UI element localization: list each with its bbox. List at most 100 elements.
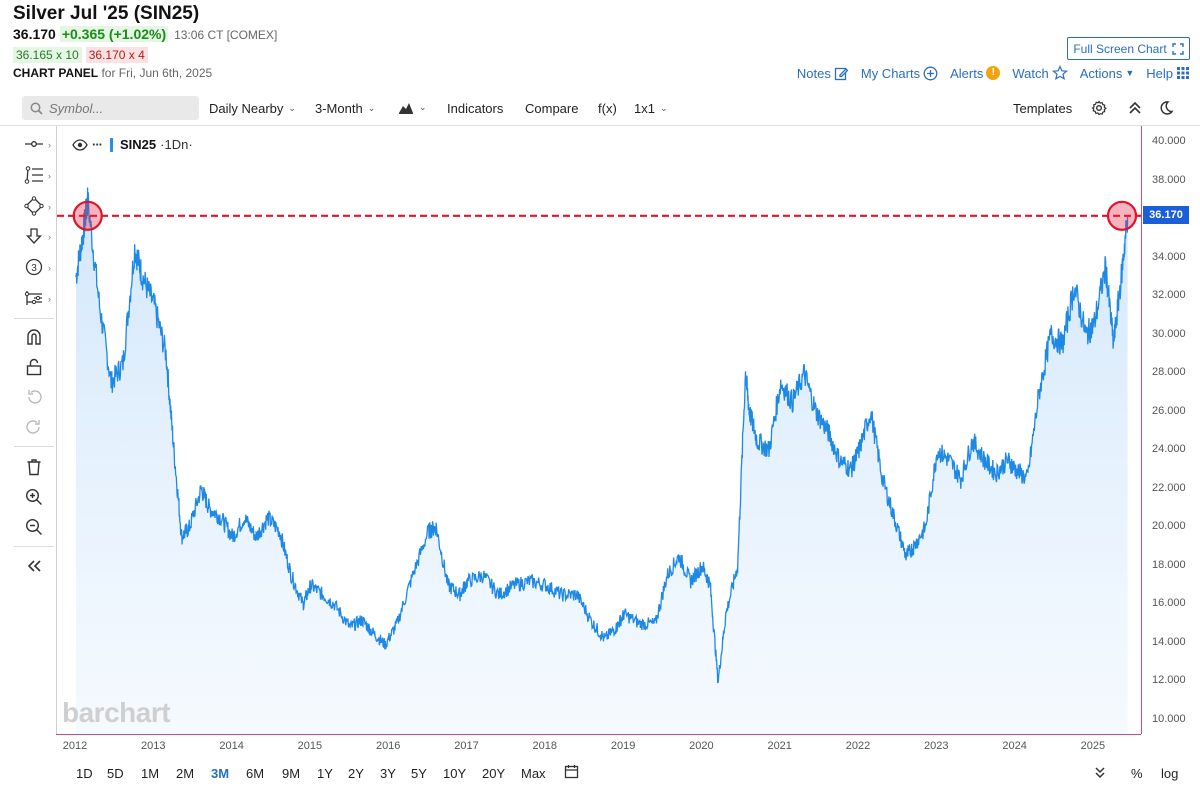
- y-tick-label: 14.000: [1152, 635, 1186, 648]
- y-tick-label: 12.000: [1152, 674, 1186, 687]
- log-toggle[interactable]: log: [1161, 766, 1179, 781]
- range-1y[interactable]: 1Y: [317, 766, 333, 781]
- aggregation-dropdown[interactable]: Daily Nearby ⌄: [209, 101, 296, 116]
- range-2y[interactable]: 2Y: [348, 766, 364, 781]
- page-title: Silver Jul '25 (SIN25): [13, 3, 200, 24]
- chart-area[interactable]: [56, 126, 1142, 734]
- quote-time: 13:06 CT [COMEX]: [174, 28, 278, 42]
- period-label: 3-Month: [315, 101, 363, 116]
- bid-ask: 36.165 x 10 36.170 x 4: [13, 47, 148, 63]
- last-price: 36.170: [13, 26, 56, 42]
- chevron-right-icon[interactable]: ›: [48, 140, 51, 150]
- range-6m[interactable]: 6M: [246, 766, 265, 781]
- symbol-search[interactable]: Symbol...: [22, 96, 199, 120]
- range-5y[interactable]: 5Y: [411, 766, 427, 781]
- zoom-in-icon[interactable]: [22, 486, 46, 508]
- redo-icon[interactable]: [22, 416, 46, 438]
- layout-dropdown[interactable]: 1x1 ⌄: [634, 101, 668, 116]
- range-3m[interactable]: 3M: [211, 766, 230, 781]
- range-2m[interactable]: 2M: [176, 766, 195, 781]
- watch-button[interactable]: Watch: [1012, 65, 1068, 81]
- full-screen-button[interactable]: Full Screen Chart: [1067, 37, 1190, 60]
- chart-type-dropdown[interactable]: ⌄: [398, 101, 427, 114]
- shape-tool-icon[interactable]: [22, 195, 46, 217]
- more-dots-icon[interactable]: ···: [92, 137, 103, 152]
- legend-interval: ·1Dn·: [160, 137, 193, 152]
- chevron-right-icon[interactable]: ›: [48, 294, 51, 304]
- eye-icon[interactable]: [72, 138, 88, 151]
- my-charts-button[interactable]: My Charts: [861, 66, 938, 81]
- range-1d[interactable]: 1D: [76, 766, 93, 781]
- measure-tool-icon[interactable]: [22, 287, 46, 309]
- x-tick-label: 2019: [610, 740, 636, 752]
- percent-toggle[interactable]: %: [1131, 766, 1143, 781]
- calendar-icon[interactable]: [564, 764, 579, 782]
- actions-menu[interactable]: Actions ▼: [1080, 66, 1135, 81]
- alerts-button[interactable]: Alerts !: [950, 66, 1001, 81]
- undo-icon[interactable]: [22, 386, 46, 408]
- alert-badge-icon: !: [986, 66, 1001, 80]
- chart-toolbar: Symbol... Daily Nearby ⌄ 3-Month ⌄ ⌄ Indic…: [0, 92, 1200, 126]
- x-tick-label: 2022: [845, 740, 871, 752]
- indicators-button[interactable]: Indicators: [447, 101, 504, 116]
- collapse-up-icon[interactable]: [1128, 100, 1142, 116]
- time-axis[interactable]: 2012 2013 2014 2015 2016 2017 2018 2019 2020 2021…: [56, 734, 1141, 754]
- range-1m[interactable]: 1M: [141, 766, 160, 781]
- high-2012-marker: [72, 200, 103, 231]
- price-chart[interactable]: [57, 126, 1142, 734]
- toolbar-divider: [14, 446, 54, 447]
- trash-icon[interactable]: [22, 456, 46, 478]
- x-tick-label: 2020: [689, 740, 714, 752]
- my-charts-label: My Charts: [860, 65, 921, 81]
- range-20y[interactable]: 20Y: [482, 766, 506, 781]
- chart-legend[interactable]: ··· SIN25 ·1Dn·: [72, 137, 193, 152]
- period-dropdown[interactable]: 3-Month ⌄: [315, 101, 375, 116]
- y-tick-label: 26.000: [1152, 404, 1186, 417]
- legend-symbol: SIN25: [120, 137, 157, 152]
- price-series-line[interactable]: [75, 187, 1129, 684]
- y-tick-label: 32.000: [1152, 289, 1186, 302]
- range-3y[interactable]: 3Y: [380, 766, 396, 781]
- chevron-right-icon[interactable]: ›: [48, 232, 51, 242]
- compare-button[interactable]: Compare: [525, 101, 579, 116]
- chevron-down-icon: ⌄: [367, 103, 376, 113]
- toolbar-divider: [14, 546, 54, 547]
- fx-button[interactable]: f(x): [598, 101, 617, 116]
- full-screen-label: Full Screen Chart: [1073, 41, 1167, 56]
- panel-title: CHART PANEL: [13, 66, 99, 80]
- double-chevron-down-icon[interactable]: [1094, 765, 1106, 782]
- x-tick-label: 2025: [1080, 740, 1106, 752]
- zoom-out-icon[interactable]: [22, 516, 46, 538]
- chevron-right-icon[interactable]: ›: [48, 202, 51, 212]
- quote-line: 36.170 +0.365 (+1.02%) 13:06 CT [COMEX]: [13, 26, 277, 42]
- y-tick-label: 38.000: [1152, 173, 1186, 186]
- templates-button[interactable]: Templates: [1013, 101, 1073, 116]
- x-tick-label: 2013: [141, 740, 166, 752]
- unlock-icon[interactable]: [22, 356, 46, 378]
- help-button[interactable]: Help: [1146, 66, 1190, 81]
- notes-button[interactable]: Notes: [797, 66, 849, 81]
- range-5d[interactable]: 5D: [107, 766, 124, 781]
- fib-tool-icon[interactable]: [22, 164, 46, 186]
- settings-gear-icon[interactable]: [1091, 100, 1107, 116]
- range-max[interactable]: Max: [521, 766, 546, 781]
- chevron-right-icon[interactable]: ›: [48, 263, 51, 273]
- range-10y[interactable]: 10Y: [443, 766, 467, 781]
- x-tick-label: 2023: [924, 740, 949, 752]
- caret-down-icon: ▼: [1125, 68, 1135, 78]
- collapse-left-icon[interactable]: [22, 555, 46, 577]
- arrow-down-tool-icon[interactable]: [22, 225, 46, 247]
- magnet-icon[interactable]: [22, 326, 46, 348]
- range-9m[interactable]: 9M: [282, 766, 301, 781]
- star-icon: [1051, 65, 1068, 81]
- y-tick-label: 30.000: [1152, 327, 1186, 340]
- current-price-marker: [1106, 200, 1138, 231]
- series-color-swatch: [110, 137, 113, 152]
- line-tool-icon[interactable]: [22, 133, 46, 155]
- dark-mode-moon-icon[interactable]: [1158, 100, 1174, 116]
- barchart-watermark: barchart: [62, 697, 171, 728]
- number-marker-icon[interactable]: 3: [22, 256, 46, 278]
- chevron-right-icon[interactable]: ›: [48, 171, 51, 181]
- x-tick-label: 2017: [454, 740, 479, 752]
- x-tick-label: 2015: [297, 740, 323, 752]
